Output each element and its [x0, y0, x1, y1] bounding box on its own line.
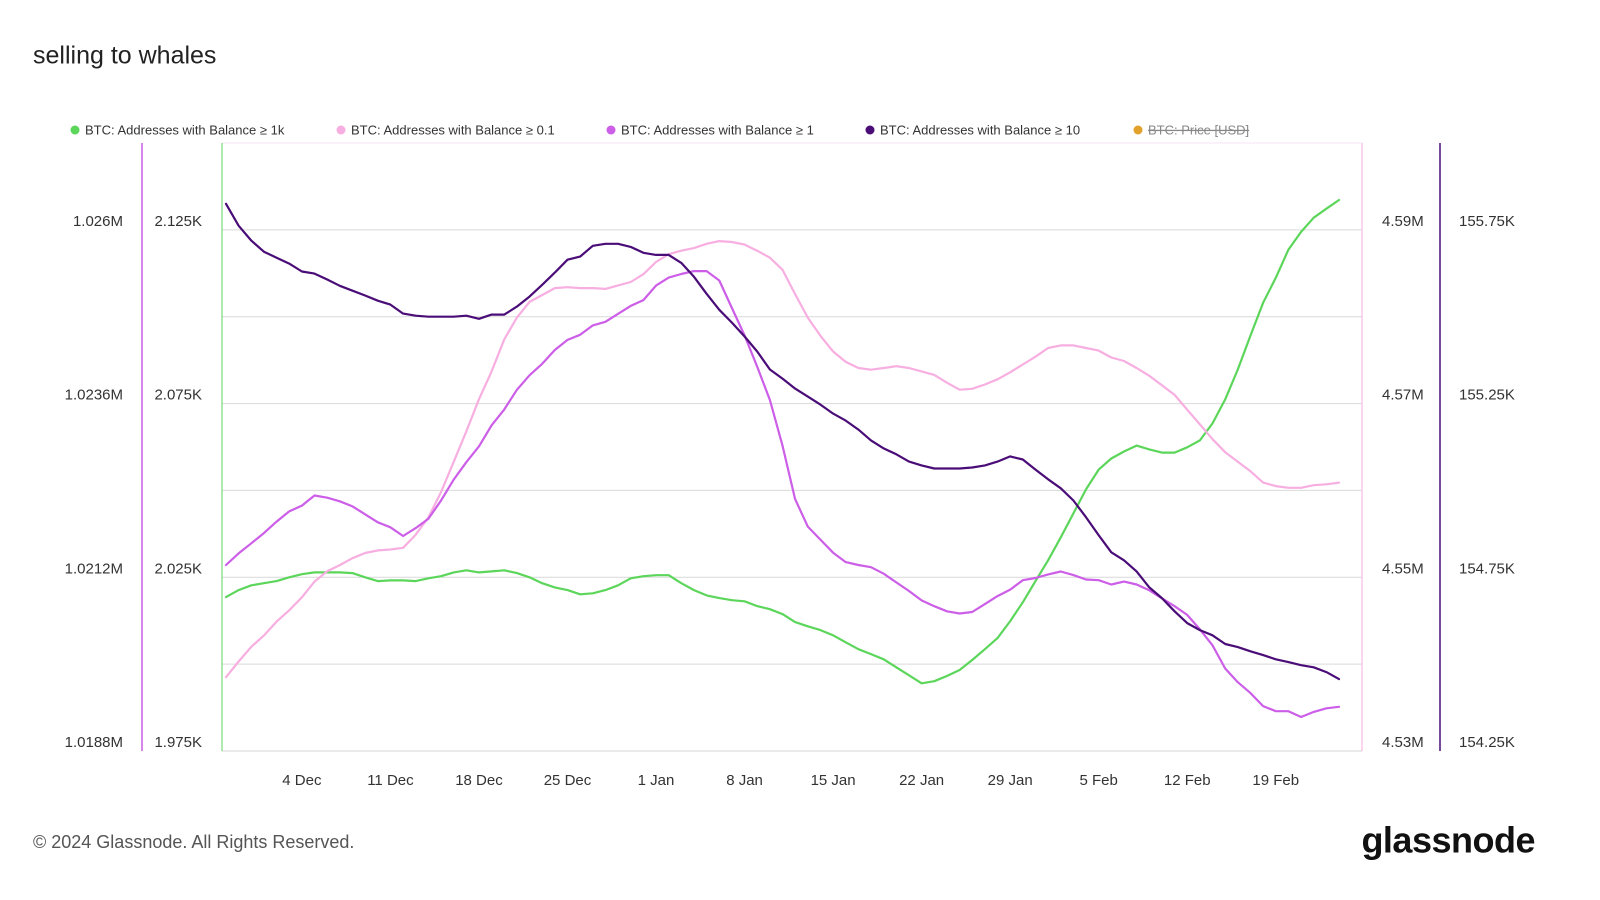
chart-title: selling to whales [33, 42, 216, 70]
y-tick-label: 1.0236M [65, 387, 123, 404]
y-tick-label: 154.75K [1459, 560, 1515, 577]
y-tick-label: 4.55M [1382, 560, 1424, 577]
y-tick-label: 154.25K [1459, 734, 1515, 751]
legend-label[interactable]: BTC: Addresses with Balance ≥ 10 [880, 122, 1080, 137]
y-tick-label: 1.026M [73, 213, 123, 230]
y-tick-label: 155.25K [1459, 387, 1515, 404]
y-tick-label: 1.0188M [65, 734, 123, 751]
y-tick-label: 155.75K [1459, 213, 1515, 230]
y-tick-label: 2.125K [154, 213, 202, 230]
x-tick-label: 12 Feb [1164, 772, 1211, 789]
x-tick-label: 11 Dec [367, 772, 414, 789]
series-line [224, 198, 1341, 685]
legend-marker [336, 125, 346, 135]
legend-label[interactable]: BTC: Addresses with Balance ≥ 1k [85, 122, 285, 137]
legend-label[interactable]: BTC: Addresses with Balance ≥ 1 [621, 122, 814, 137]
brand-logo: glassnode [1361, 820, 1535, 861]
y-tick-label: 4.59M [1382, 213, 1424, 230]
series-line [224, 240, 1341, 679]
x-tick-label: 22 Jan [899, 772, 944, 789]
y-tick-label: 4.53M [1382, 734, 1424, 751]
y-tick-label: 4.57M [1382, 387, 1424, 404]
legend-label[interactable]: BTC: Addresses with Balance ≥ 0.1 [351, 122, 555, 137]
x-tick-label: 5 Feb [1080, 772, 1118, 789]
x-tick-label: 19 Feb [1252, 772, 1299, 789]
x-tick-label: 29 Jan [988, 772, 1033, 789]
y-tick-label: 1.0212M [65, 560, 123, 577]
legend-marker [70, 125, 80, 135]
x-tick-label: 4 Dec [282, 772, 322, 789]
series-line [224, 270, 1341, 719]
legend-label[interactable]: BTC: Price [USD] [1148, 122, 1249, 137]
legend-marker [1133, 125, 1143, 135]
y-tick-label: 2.025K [154, 560, 202, 577]
y-tick-label: 2.075K [154, 387, 202, 404]
x-tick-label: 15 Jan [811, 772, 856, 789]
x-tick-label: 1 Jan [638, 772, 675, 789]
x-tick-label: 18 Dec [455, 772, 503, 789]
x-tick-label: 25 Dec [544, 772, 592, 789]
y-tick-label: 1.975K [154, 734, 202, 751]
legend-marker [865, 125, 875, 135]
footer: © 2024 Glassnode. All Rights Reserved. [33, 832, 354, 852]
series-line [224, 202, 1341, 681]
legend-marker [606, 125, 616, 135]
x-tick-label: 8 Jan [726, 772, 763, 789]
